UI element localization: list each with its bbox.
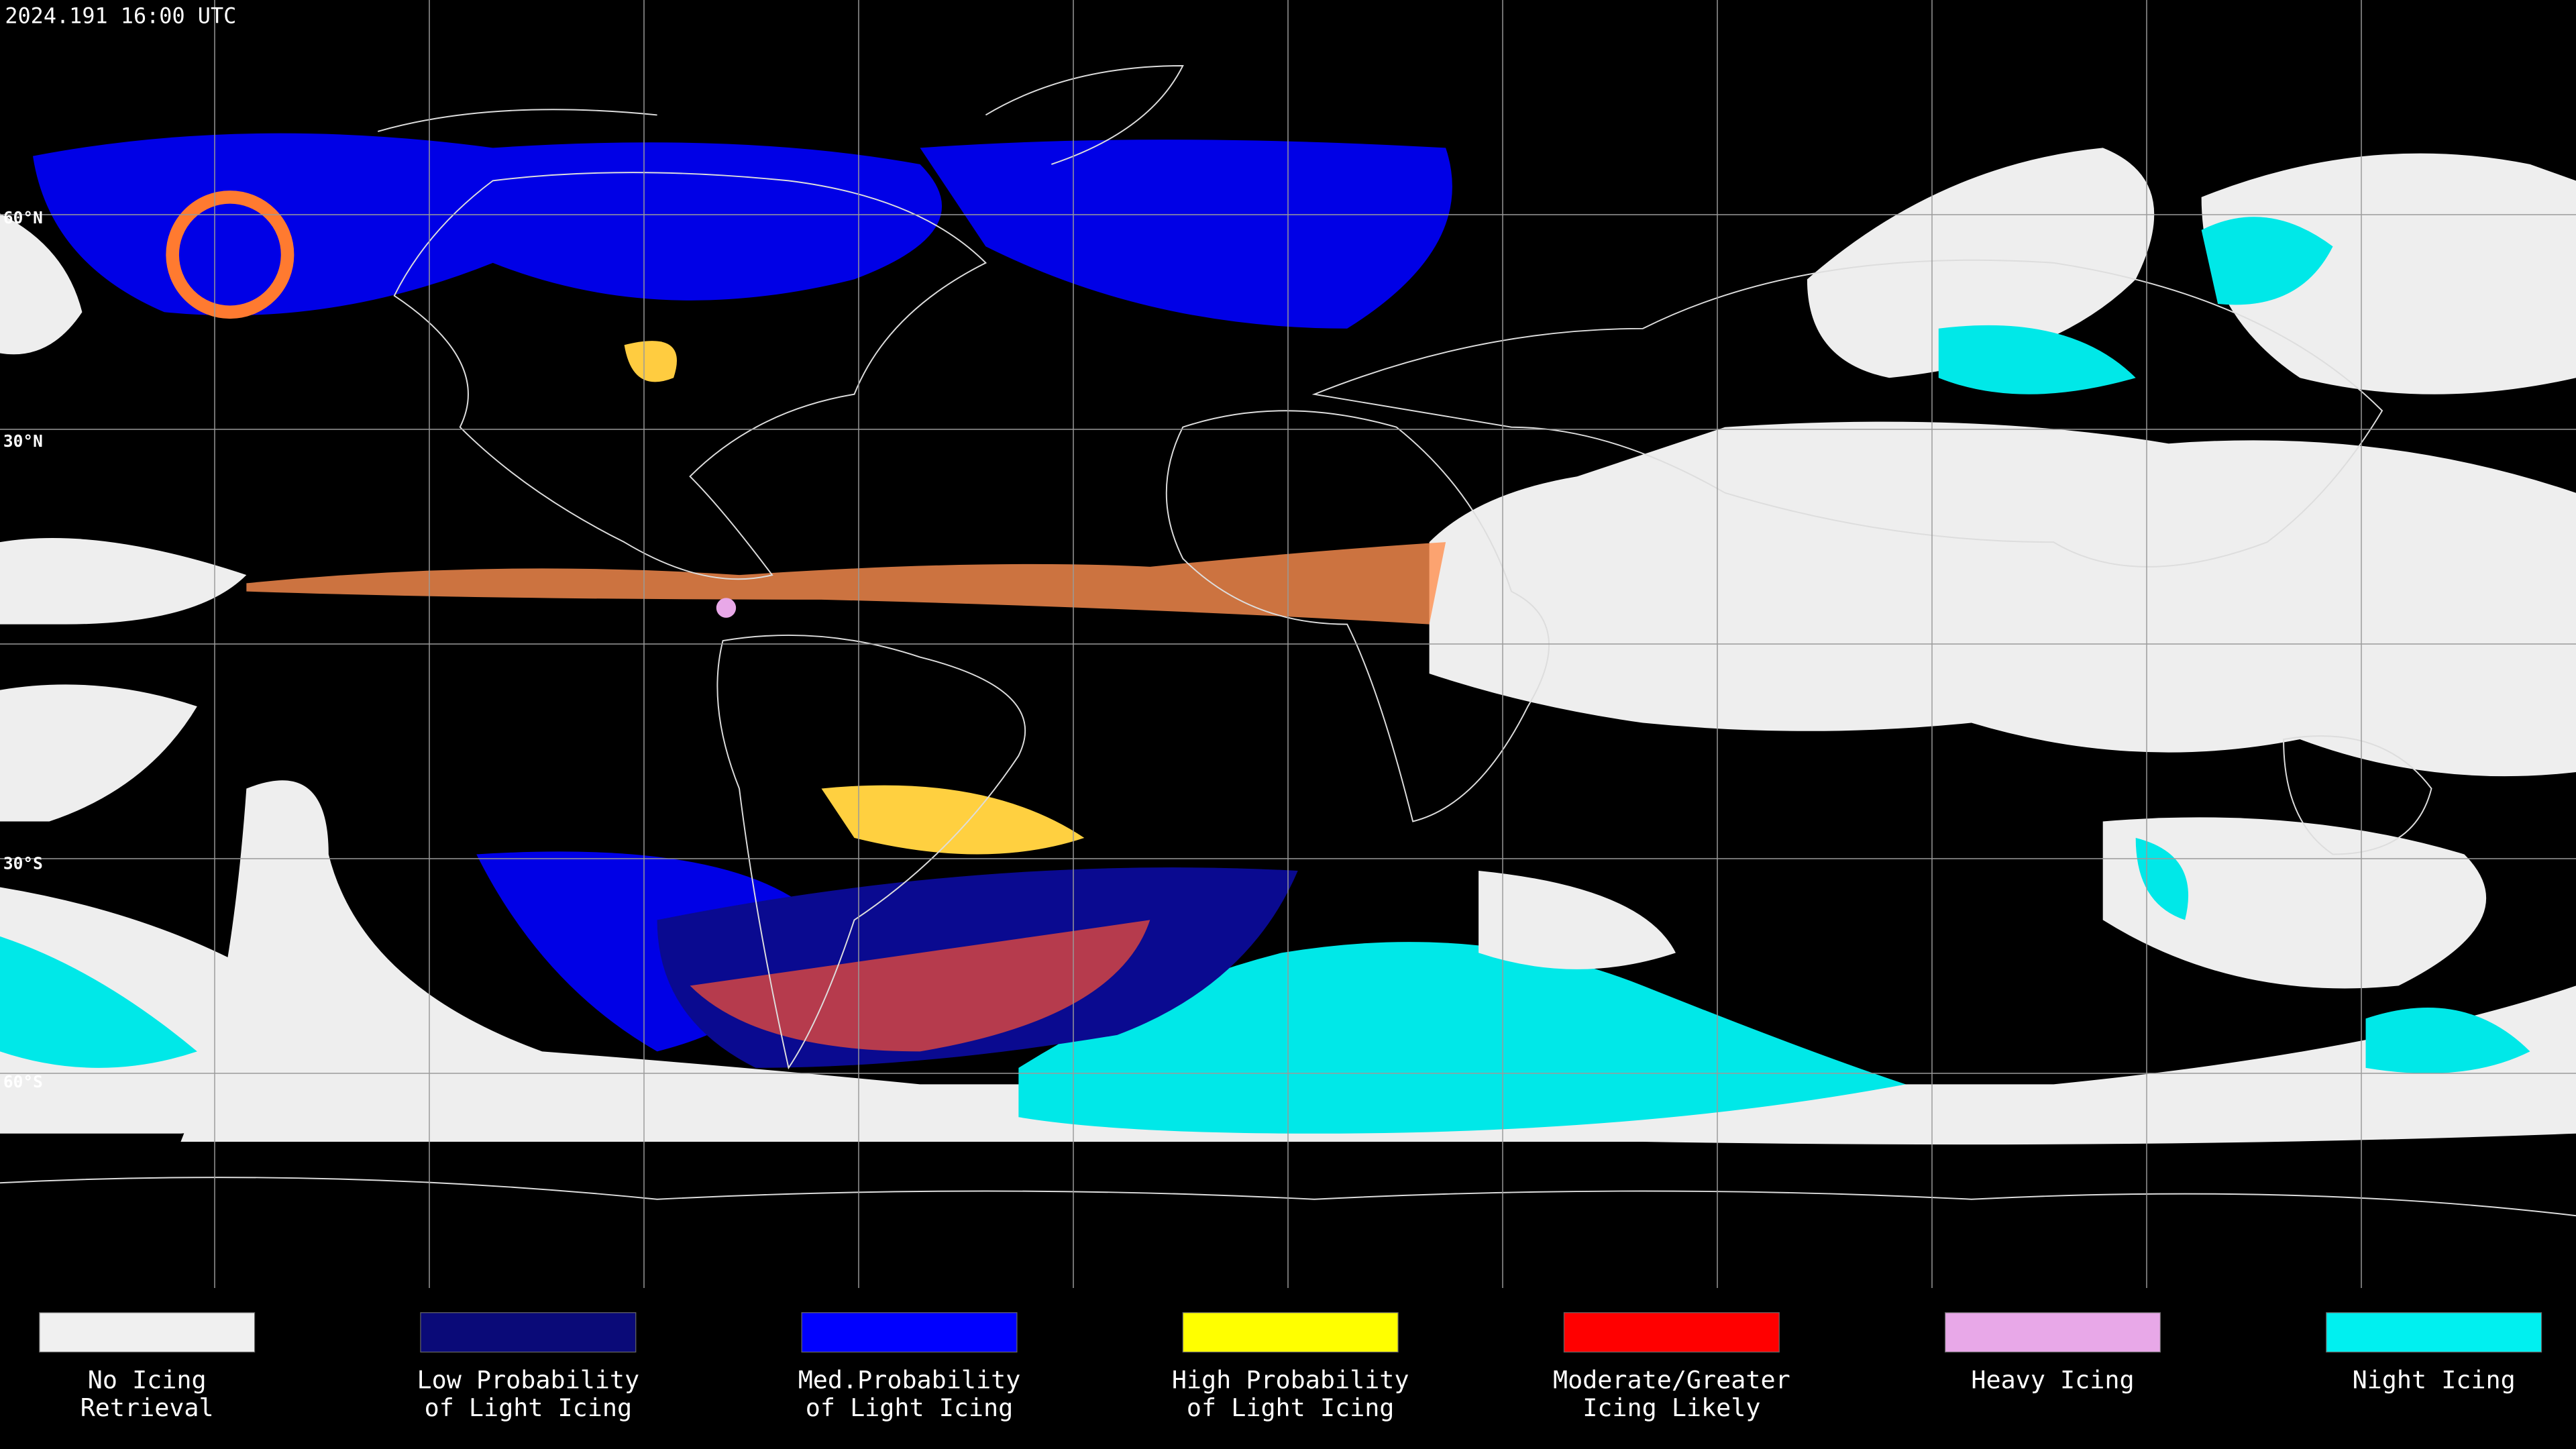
legend-swatch xyxy=(420,1312,637,1353)
coastlines xyxy=(0,64,2576,1217)
legend-label: High Probability xyxy=(1172,1365,1409,1394)
legend-swatch xyxy=(1563,1312,1780,1353)
latitude-label: 60°S xyxy=(3,1072,43,1091)
legend-label: of Light Icing xyxy=(806,1393,1013,1422)
legend-label: Icing Likely xyxy=(1582,1393,1760,1422)
legend-label: Retrieval xyxy=(80,1393,214,1422)
legend-label: Med.Probability xyxy=(798,1365,1021,1394)
legend-label: Moderate/Greater xyxy=(1553,1365,1790,1394)
graticule xyxy=(0,0,2576,1288)
legend-swatch xyxy=(2326,1312,2542,1353)
timestamp: 2024.191 16:00 UTC xyxy=(5,3,236,28)
legend-swatch xyxy=(39,1312,256,1353)
latitude-label: 30°N xyxy=(3,431,43,451)
legend-swatch xyxy=(1944,1312,2161,1353)
icing-fields xyxy=(32,133,1452,1068)
latitude-label: 30°S xyxy=(3,854,43,873)
cloud-fields xyxy=(0,148,2576,1145)
legend-label: Heavy Icing xyxy=(1971,1365,2134,1394)
legend-label: No Icing xyxy=(88,1365,207,1394)
latitude-label: 60°N xyxy=(3,208,43,227)
legend-label: Low Probability xyxy=(417,1365,640,1394)
legend-label: of Light Icing xyxy=(1187,1393,1395,1422)
legend-swatch xyxy=(801,1312,1018,1353)
legend-swatch xyxy=(1182,1312,1399,1353)
legend-label: Night Icing xyxy=(2353,1365,2516,1394)
legend-label: of Light Icing xyxy=(425,1393,633,1422)
